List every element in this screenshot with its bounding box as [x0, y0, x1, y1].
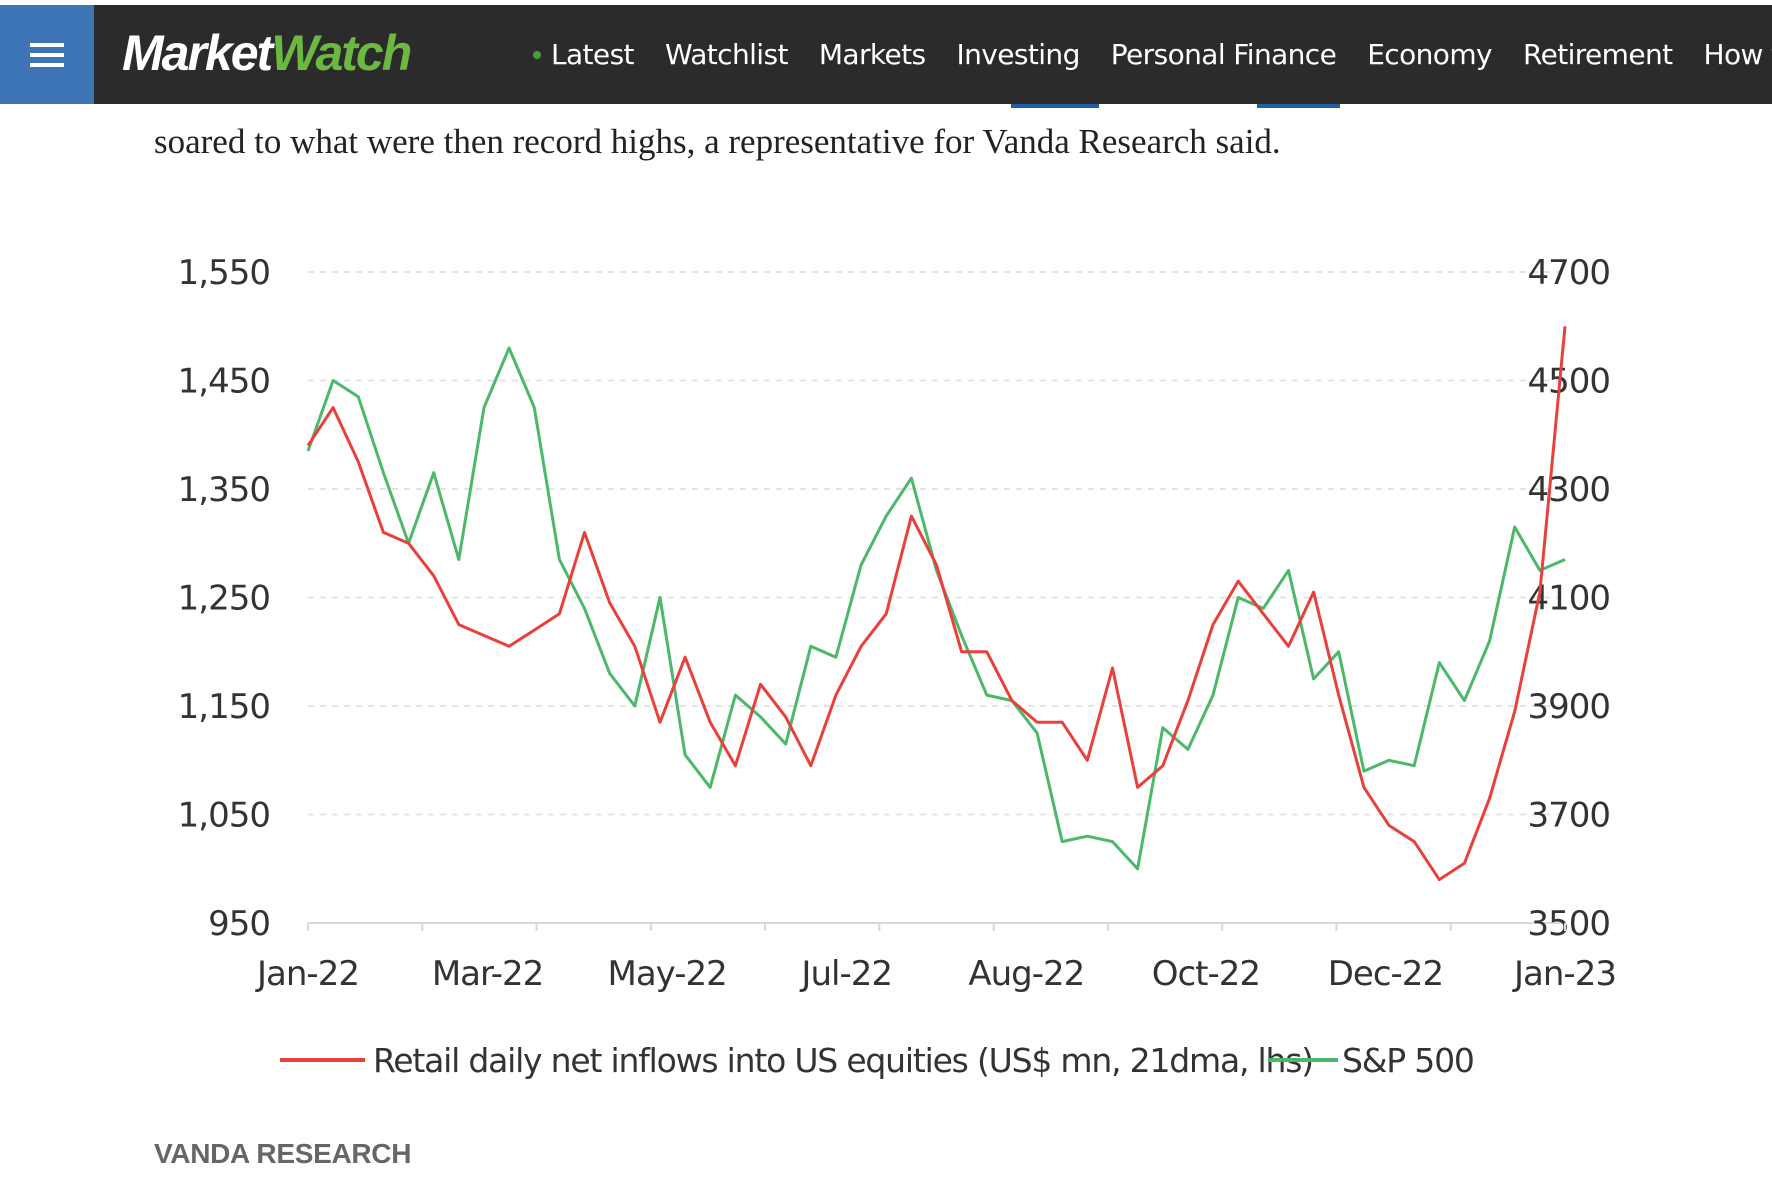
- legend-label-retail-inflows: Retail daily net inflows into US equitie…: [373, 1041, 1313, 1080]
- right-axis-tick-label: 4500: [1527, 362, 1610, 402]
- hamburger-menu-button[interactable]: [0, 5, 94, 104]
- live-dot-icon: [533, 50, 541, 59]
- logo-watch-text: Watch: [271, 25, 412, 81]
- left-axis-tick-label: 1,350: [178, 470, 270, 510]
- right-axis-tick-label: 3500: [1527, 904, 1610, 944]
- x-axis-tick-label: Jan-22: [255, 954, 359, 994]
- x-axis-tick-label: May-22: [608, 954, 727, 994]
- retail-inflows-line: [306, 326, 1567, 882]
- nav-personal-finance[interactable]: Personal Finance: [1110, 38, 1337, 71]
- nav-watchlist[interactable]: Watchlist: [664, 38, 789, 71]
- link-underline[interactable]: [1257, 104, 1340, 108]
- left-axis-tick-label: 1,150: [178, 687, 270, 727]
- right-axis-tick-label: 3900: [1527, 687, 1610, 727]
- marketwatch-logo[interactable]: MarketWatch: [122, 23, 412, 83]
- x-axis-tick-label: Mar-22: [432, 954, 544, 994]
- x-axis-tick-label: Oct-22: [1152, 954, 1260, 994]
- right-axis-tick-label: 3700: [1527, 796, 1610, 836]
- main-nav: Latest Watchlist Markets Investing Perso…: [533, 5, 1772, 104]
- left-axis-tick-label: 1,050: [178, 796, 270, 836]
- nav-how-to[interactable]: How to: [1703, 38, 1772, 71]
- nav-markets[interactable]: Markets: [818, 38, 926, 71]
- inflows-vs-sp500-chart: 1,550 1,450 1,350 1,250 1,150 1,050 950 4700 450…: [178, 253, 1617, 1080]
- left-axis-tick-label: 950: [208, 904, 270, 944]
- sp500-line: [306, 346, 1566, 871]
- nav-economy[interactable]: Economy: [1367, 38, 1492, 71]
- nav-investing[interactable]: Investing: [956, 38, 1080, 71]
- hamburger-menu-icon: [30, 42, 64, 67]
- logo-market-text: Market: [122, 25, 273, 81]
- right-axis-tick-label: 4300: [1527, 470, 1610, 510]
- left-axis-tick-label: 1,450: [178, 362, 270, 402]
- x-axis-tick-label: Jul-22: [799, 954, 892, 994]
- x-axis-tick-label: Jan-23: [1512, 954, 1616, 994]
- top-navigation-bar: MarketWatch Latest Watchlist Markets Inv…: [0, 5, 1772, 104]
- legend-label-sp500: S&P 500: [1342, 1041, 1474, 1080]
- nav-retirement[interactable]: Retirement: [1522, 38, 1673, 71]
- chart-source-credit: VANDA RESEARCH: [154, 1138, 412, 1169]
- left-axis-tick-label: 1,250: [178, 579, 270, 619]
- left-axis-tick-label: 1,550: [178, 253, 270, 293]
- link-underline[interactable]: [1011, 104, 1099, 108]
- x-axis-tick-label: Aug-22: [968, 954, 1084, 994]
- right-axis-tick-label: 4700: [1527, 253, 1610, 293]
- x-axis-tick-label: Dec-22: [1328, 954, 1443, 994]
- nav-latest[interactable]: Latest: [551, 38, 635, 71]
- article-paragraph: soared to what were then record highs, a…: [154, 122, 1281, 161]
